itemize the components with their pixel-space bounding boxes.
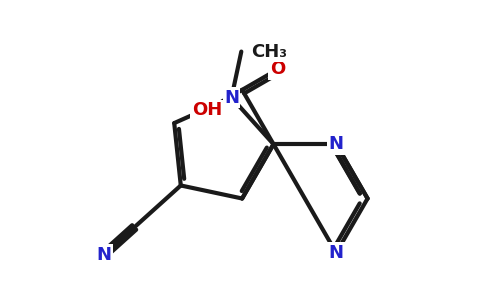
- Text: OH: OH: [192, 101, 222, 119]
- Text: N: N: [224, 88, 239, 106]
- Text: N: N: [329, 244, 344, 262]
- Text: N: N: [96, 246, 111, 264]
- Text: N: N: [329, 135, 344, 153]
- Text: CH₃: CH₃: [251, 43, 287, 61]
- Text: O: O: [270, 61, 285, 79]
